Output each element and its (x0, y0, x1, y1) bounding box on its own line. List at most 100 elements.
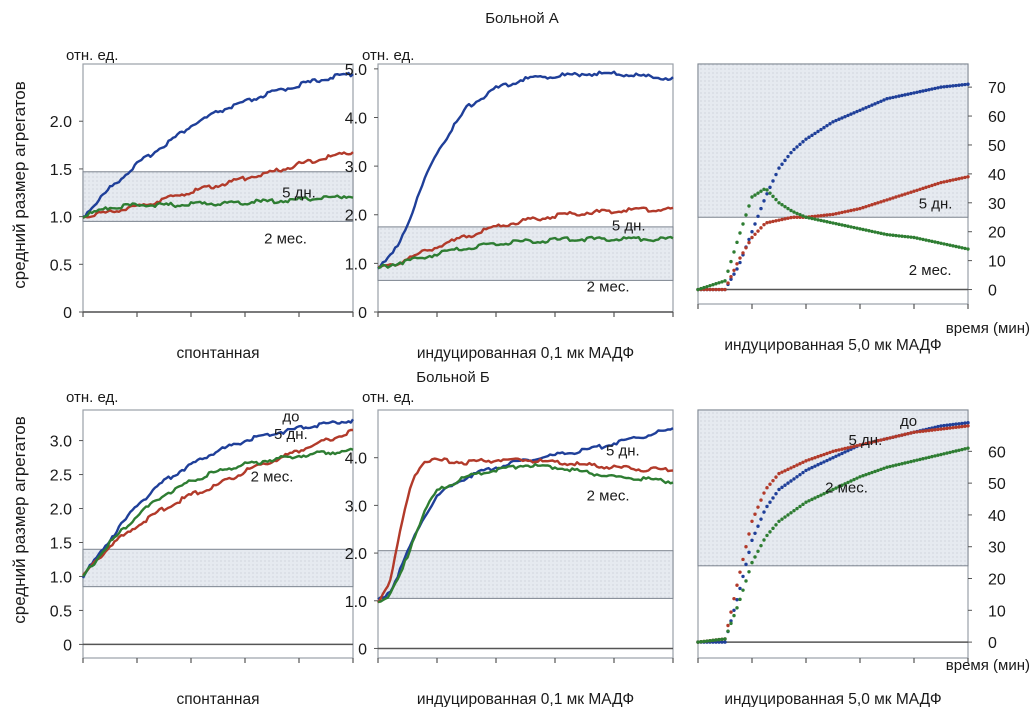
data-point (957, 83, 961, 87)
data-point (909, 459, 913, 464)
data-point (927, 184, 931, 189)
data-point (780, 162, 784, 166)
data-point (813, 455, 817, 460)
data-point (798, 215, 802, 219)
data-point (864, 441, 868, 446)
data-point (858, 108, 862, 112)
data-point (843, 223, 847, 228)
data-point (765, 533, 769, 538)
panel-4: 0 0.5 1.0 1.5 2.0 2.5 3.0 отн. ед. спонтанная до5… (50, 389, 354, 707)
data-point (702, 285, 706, 290)
data-point (798, 461, 802, 466)
data-point (864, 228, 868, 232)
data-point (774, 219, 778, 223)
data-point (783, 217, 787, 221)
data-point (942, 242, 946, 246)
data-point (747, 550, 751, 555)
data-point (753, 531, 757, 535)
data-point (831, 449, 835, 454)
data-point (957, 176, 961, 181)
data-point (765, 188, 769, 192)
data-point (741, 251, 745, 255)
data-point (960, 424, 964, 429)
panel-caption: спонтанная (176, 345, 259, 362)
data-point (720, 287, 724, 292)
data-point (720, 640, 724, 644)
data-point (960, 83, 964, 87)
data-point (948, 84, 952, 88)
data-point (954, 177, 958, 182)
data-point (759, 543, 763, 548)
series-line-2 мес. (377, 462, 674, 604)
panel-caption: индуцированная 0,1 мк МАДФ (417, 345, 634, 362)
data-point (822, 460, 826, 464)
data-point (891, 435, 895, 439)
y-tick-label: 20 (988, 225, 1006, 242)
data-point (873, 202, 877, 206)
data-point (750, 519, 754, 523)
data-point (870, 470, 874, 475)
data-point (960, 176, 964, 180)
data-point (906, 431, 910, 436)
data-point (885, 96, 889, 101)
data-point (870, 229, 874, 234)
data-point (846, 209, 850, 213)
y-tick-label: 0.5 (50, 257, 72, 274)
data-point (924, 88, 928, 93)
data-point (723, 279, 727, 283)
data-point (897, 194, 901, 198)
data-point (894, 95, 898, 99)
data-point (915, 90, 919, 94)
data-point (936, 240, 940, 245)
data-point (900, 433, 904, 437)
data-point (891, 464, 895, 468)
data-point (906, 92, 910, 96)
data-point (912, 235, 916, 240)
data-point (966, 446, 970, 450)
ylabel-top: средний размер агрегатов (10, 81, 29, 288)
data-point (753, 222, 757, 226)
data-point (729, 621, 733, 626)
series-line-5 дн. (82, 428, 353, 576)
data-point (858, 475, 862, 479)
data-point (789, 150, 793, 155)
y-tick-label: 10 (988, 603, 1006, 620)
data-point (711, 287, 715, 292)
data-point (699, 640, 703, 644)
data-point (711, 283, 715, 287)
data-point (750, 230, 754, 234)
data-point (774, 492, 778, 496)
y-tick-label: 1.5 (50, 535, 72, 552)
data-point (756, 524, 760, 528)
panel-6: 0 10 20 30 40 50 60 время (мин) индуцированная 5… (696, 409, 1030, 707)
series-line-2 мес. (377, 235, 674, 270)
data-point (933, 182, 937, 187)
data-point (852, 477, 856, 482)
data-point (837, 484, 841, 489)
data-point (930, 239, 934, 244)
data-point (858, 227, 862, 231)
data-point (858, 443, 862, 447)
data-point (855, 109, 859, 114)
data-point (966, 82, 970, 86)
data-point (912, 430, 916, 434)
data-point (849, 112, 853, 116)
data-point (735, 583, 739, 587)
data-point (720, 280, 724, 284)
data-point (939, 180, 943, 185)
data-point (786, 154, 790, 159)
data-point (759, 189, 763, 193)
data-point (729, 274, 733, 279)
data-point (951, 84, 955, 88)
data-point (966, 421, 970, 425)
data-point (855, 207, 859, 211)
data-point (879, 200, 883, 204)
data-point (789, 466, 793, 470)
data-point (759, 206, 763, 211)
panels: 0 0.5 1.0 1.5 2.0 отн. ед. спонтанная 5 дн. 2 ме… (50, 47, 1030, 707)
row-title-b: Больной Б (416, 369, 490, 386)
normal-range-band (697, 63, 969, 218)
data-point (822, 219, 826, 223)
data-point (825, 458, 829, 463)
time-label: время (мин) (946, 320, 1030, 337)
